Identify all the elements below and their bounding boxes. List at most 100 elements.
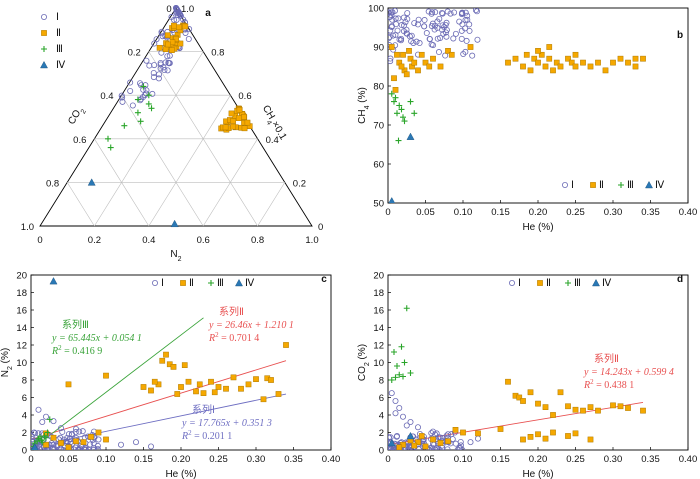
data-point [228,110,235,117]
data-point [430,42,437,49]
data-point [171,22,177,29]
data-point [185,378,192,385]
ternary-axis-label-bottom-base: N [170,249,177,260]
r2-val: = 0.416 9 [62,346,103,357]
data-point [394,433,401,440]
data-point [151,378,158,385]
ternary-tick-right: 0.2 [293,178,306,189]
data-point [402,19,409,26]
data-point [602,67,609,74]
legend-label-4: Ⅳ [245,278,255,289]
data-point [137,118,144,125]
data-point [466,27,473,34]
data-point [268,377,274,383]
y-tick-label: 6 [379,393,384,404]
data-point [474,36,481,43]
fit-r2-Ⅱ: R2 = 0.701 4 [208,331,259,344]
data-point [103,372,109,379]
panel-letter: d [677,274,683,285]
fit-equation-Ⅱ: y = 14.243x + 0.599 4 [583,367,674,378]
data-point [388,27,394,34]
plot-frame [30,274,332,451]
data-point [462,9,469,16]
ternary-corner-top-right: 1.0 [181,4,194,15]
data-point [39,418,46,425]
legend-label-3: Ⅲ [217,278,224,289]
y-tick-label: 2 [379,428,384,439]
fit-r2-Ⅱ: R2 = 0.438 1 [583,378,634,391]
y-tick-label: 60 [373,160,384,171]
data-point [392,87,399,93]
fit-r2-Ⅰ: R2 = 0.201 1 [181,429,232,442]
ternary-corner-bottom-axis-right: 1.0 [305,235,318,246]
data-point [175,9,182,16]
data-point [403,71,410,78]
legend-marker-1 [508,279,515,286]
data-point [58,440,64,446]
data-point [414,21,421,28]
data-point [457,438,464,445]
data-point [456,18,463,25]
data-point [392,374,399,381]
y-tick-label: 12 [373,341,384,352]
r2-val: = 0.438 1 [594,380,635,391]
x-tick-label: 0.10 [454,454,473,465]
panel-letter: a [205,8,211,19]
y-axis-label-sub: 2 [364,362,371,366]
data-point [230,123,237,130]
data-point [451,9,458,16]
panel-letter: c [321,274,327,285]
data-point [31,443,39,450]
data-point [238,385,244,392]
y-tick-label: 20 [373,271,384,282]
data-point [174,391,181,397]
ternary-corner-bottom-axis-left: 0 [37,235,42,246]
data-point [565,403,571,410]
legend-marker-1 [151,279,158,286]
data-point [393,21,400,28]
data-point [469,52,476,59]
ternary-axis-label-bottom-sub: 2 [178,256,182,263]
data-point [127,79,134,86]
y-axis-label: N2 (%) [0,348,14,377]
data-point [557,63,564,70]
legend-label-4: Ⅳ [602,278,612,289]
y-axis-label: CH4 (%) [357,87,371,124]
data-point [400,28,407,35]
data-point [458,442,465,449]
data-point [421,17,428,24]
legend-marker-2 [41,30,47,36]
data-point [392,397,399,404]
x-axis-label: He (%) [522,222,553,233]
data-point [411,20,418,27]
data-point [50,446,57,450]
data-point [388,9,395,16]
fit-r2-Ⅲ: R2 = 0.416 9 [51,344,102,357]
data-point [158,30,165,37]
data-point [464,12,471,19]
data-point [572,406,579,413]
r2-sup: 2 [188,429,192,437]
data-layer [388,8,646,203]
legend-marker-2 [537,280,543,286]
data-point [147,443,154,450]
y-tick-label: 16 [373,306,384,317]
data-point [43,441,49,448]
data-point [107,144,114,151]
r2-sup: 2 [590,378,594,386]
data-point [438,9,445,16]
ternary-corner-top: 0 [166,4,171,15]
data-point [553,59,560,66]
data-point [223,385,229,392]
data-point [463,37,470,44]
legend-label-3: Ⅲ [574,278,581,289]
data-point [230,118,236,124]
data-point [434,35,441,42]
x-tick-label: 0.15 [134,454,153,465]
data-point [79,428,86,435]
data-point [437,440,444,446]
y-tick-label: 14 [16,323,27,334]
data-point [617,55,624,62]
data-point [497,426,504,432]
data-point [73,438,79,445]
